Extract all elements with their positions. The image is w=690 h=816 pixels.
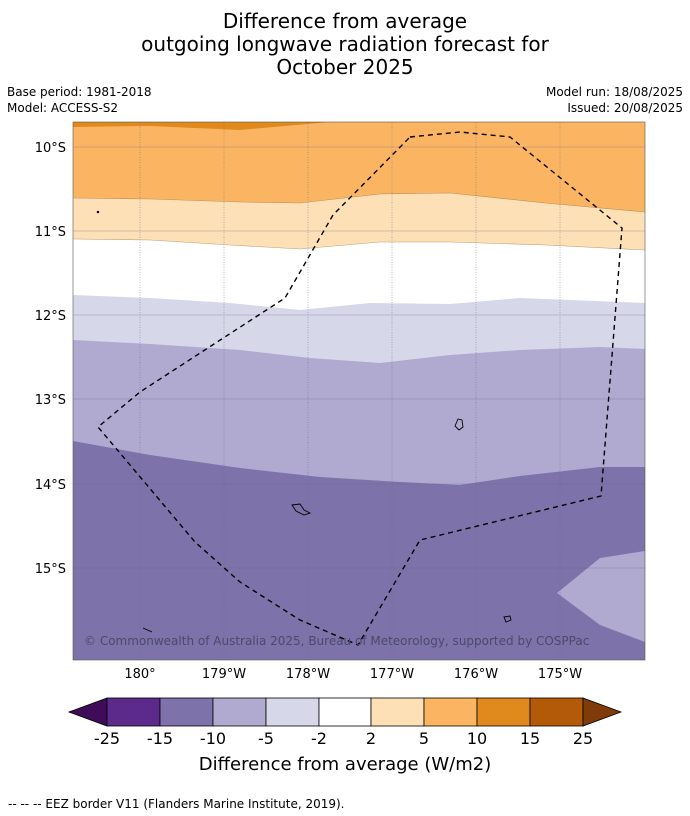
lon-label: 175°W <box>538 667 582 682</box>
lat-label: 14°S <box>35 478 66 493</box>
lon-label: 178°W <box>286 667 330 682</box>
lat-label: 15°S <box>35 562 66 577</box>
copyright-text: © Commonwealth of Australia 2025, Bureau… <box>84 634 589 648</box>
colorbar-tick: 5 <box>419 729 429 748</box>
colorbar-swatch <box>106 697 161 727</box>
colorbar-tick: 10 <box>467 729 487 748</box>
chart-title-line-3: October 2025 <box>276 55 414 79</box>
anomaly-field <box>73 122 645 660</box>
model-run-text: Model run: 18/08/2025 <box>545 85 683 99</box>
colorbar-low-extension <box>67 697 108 727</box>
colorbar-swatch <box>212 697 267 727</box>
model-text: Model: ACCESS-S2 <box>7 101 119 115</box>
colorbar-tick: -5 <box>258 729 274 748</box>
colorbar-tick: 2 <box>366 729 376 748</box>
colorbar-swatch <box>318 697 372 727</box>
band-purple <box>73 441 645 660</box>
colorbar-tick-labels: -25 -15 -10 -5 -2 2 5 10 15 25 <box>94 729 593 748</box>
colorbar-tick: 25 <box>573 729 593 748</box>
colorbar-swatch <box>265 697 320 727</box>
eez-border <box>97 131 623 646</box>
colorbar-tick: 15 <box>520 729 540 748</box>
colorbar-high-extension <box>582 697 623 727</box>
lon-axis-labels: 180° 179°W 178°W 177°W 176°W 175°W <box>124 667 582 682</box>
lon-label: 177°W <box>370 667 414 682</box>
lon-label: 179°W <box>202 667 246 682</box>
islands <box>96 210 512 633</box>
chart-title-line-2: outgoing longwave radiation forecast for <box>141 32 549 56</box>
grid-lines <box>139 122 561 660</box>
eez-footnote: -- -- -- EEZ border V11 (Flanders Marine… <box>8 797 345 811</box>
lon-label: 180° <box>124 667 155 682</box>
chart-title-line-1: Difference from average <box>222 9 468 33</box>
lon-label: 176°W <box>454 667 498 682</box>
lat-label: 12°S <box>35 309 66 324</box>
island-dot <box>96 210 100 214</box>
island-outline <box>503 615 512 623</box>
colorbar-tick: -15 <box>147 729 173 748</box>
band-mid-purple-patch <box>557 551 645 642</box>
lat-axis-labels: 10°S 11°S 12°S 13°S 14°S 15°S <box>35 141 66 577</box>
colorbar-swatch <box>476 697 531 727</box>
colorbar <box>67 697 623 727</box>
island-outline <box>291 503 312 516</box>
colorbar-swatch <box>370 697 425 727</box>
colorbar-swatch <box>529 697 584 727</box>
colorbar-tick: -25 <box>94 729 120 748</box>
island-outline <box>454 418 464 431</box>
contour-lines <box>73 192 645 251</box>
island-outline <box>142 627 153 633</box>
colorbar-swatch <box>159 697 214 727</box>
lat-label: 10°S <box>35 141 66 156</box>
lat-label: 11°S <box>35 225 66 240</box>
issued-text: Issued: 20/08/2025 <box>567 101 683 115</box>
lat-label: 13°S <box>35 393 66 408</box>
base-period-text: Base period: 1981-2018 <box>7 85 152 99</box>
lat-grid-lines <box>73 146 645 569</box>
map-frame <box>72 121 646 661</box>
colorbar-swatch <box>423 697 478 727</box>
colorbar-tick: -10 <box>200 729 226 748</box>
colorbar-tick: -2 <box>311 729 327 748</box>
colorbar-label: Difference from average (W/m2) <box>199 754 491 775</box>
